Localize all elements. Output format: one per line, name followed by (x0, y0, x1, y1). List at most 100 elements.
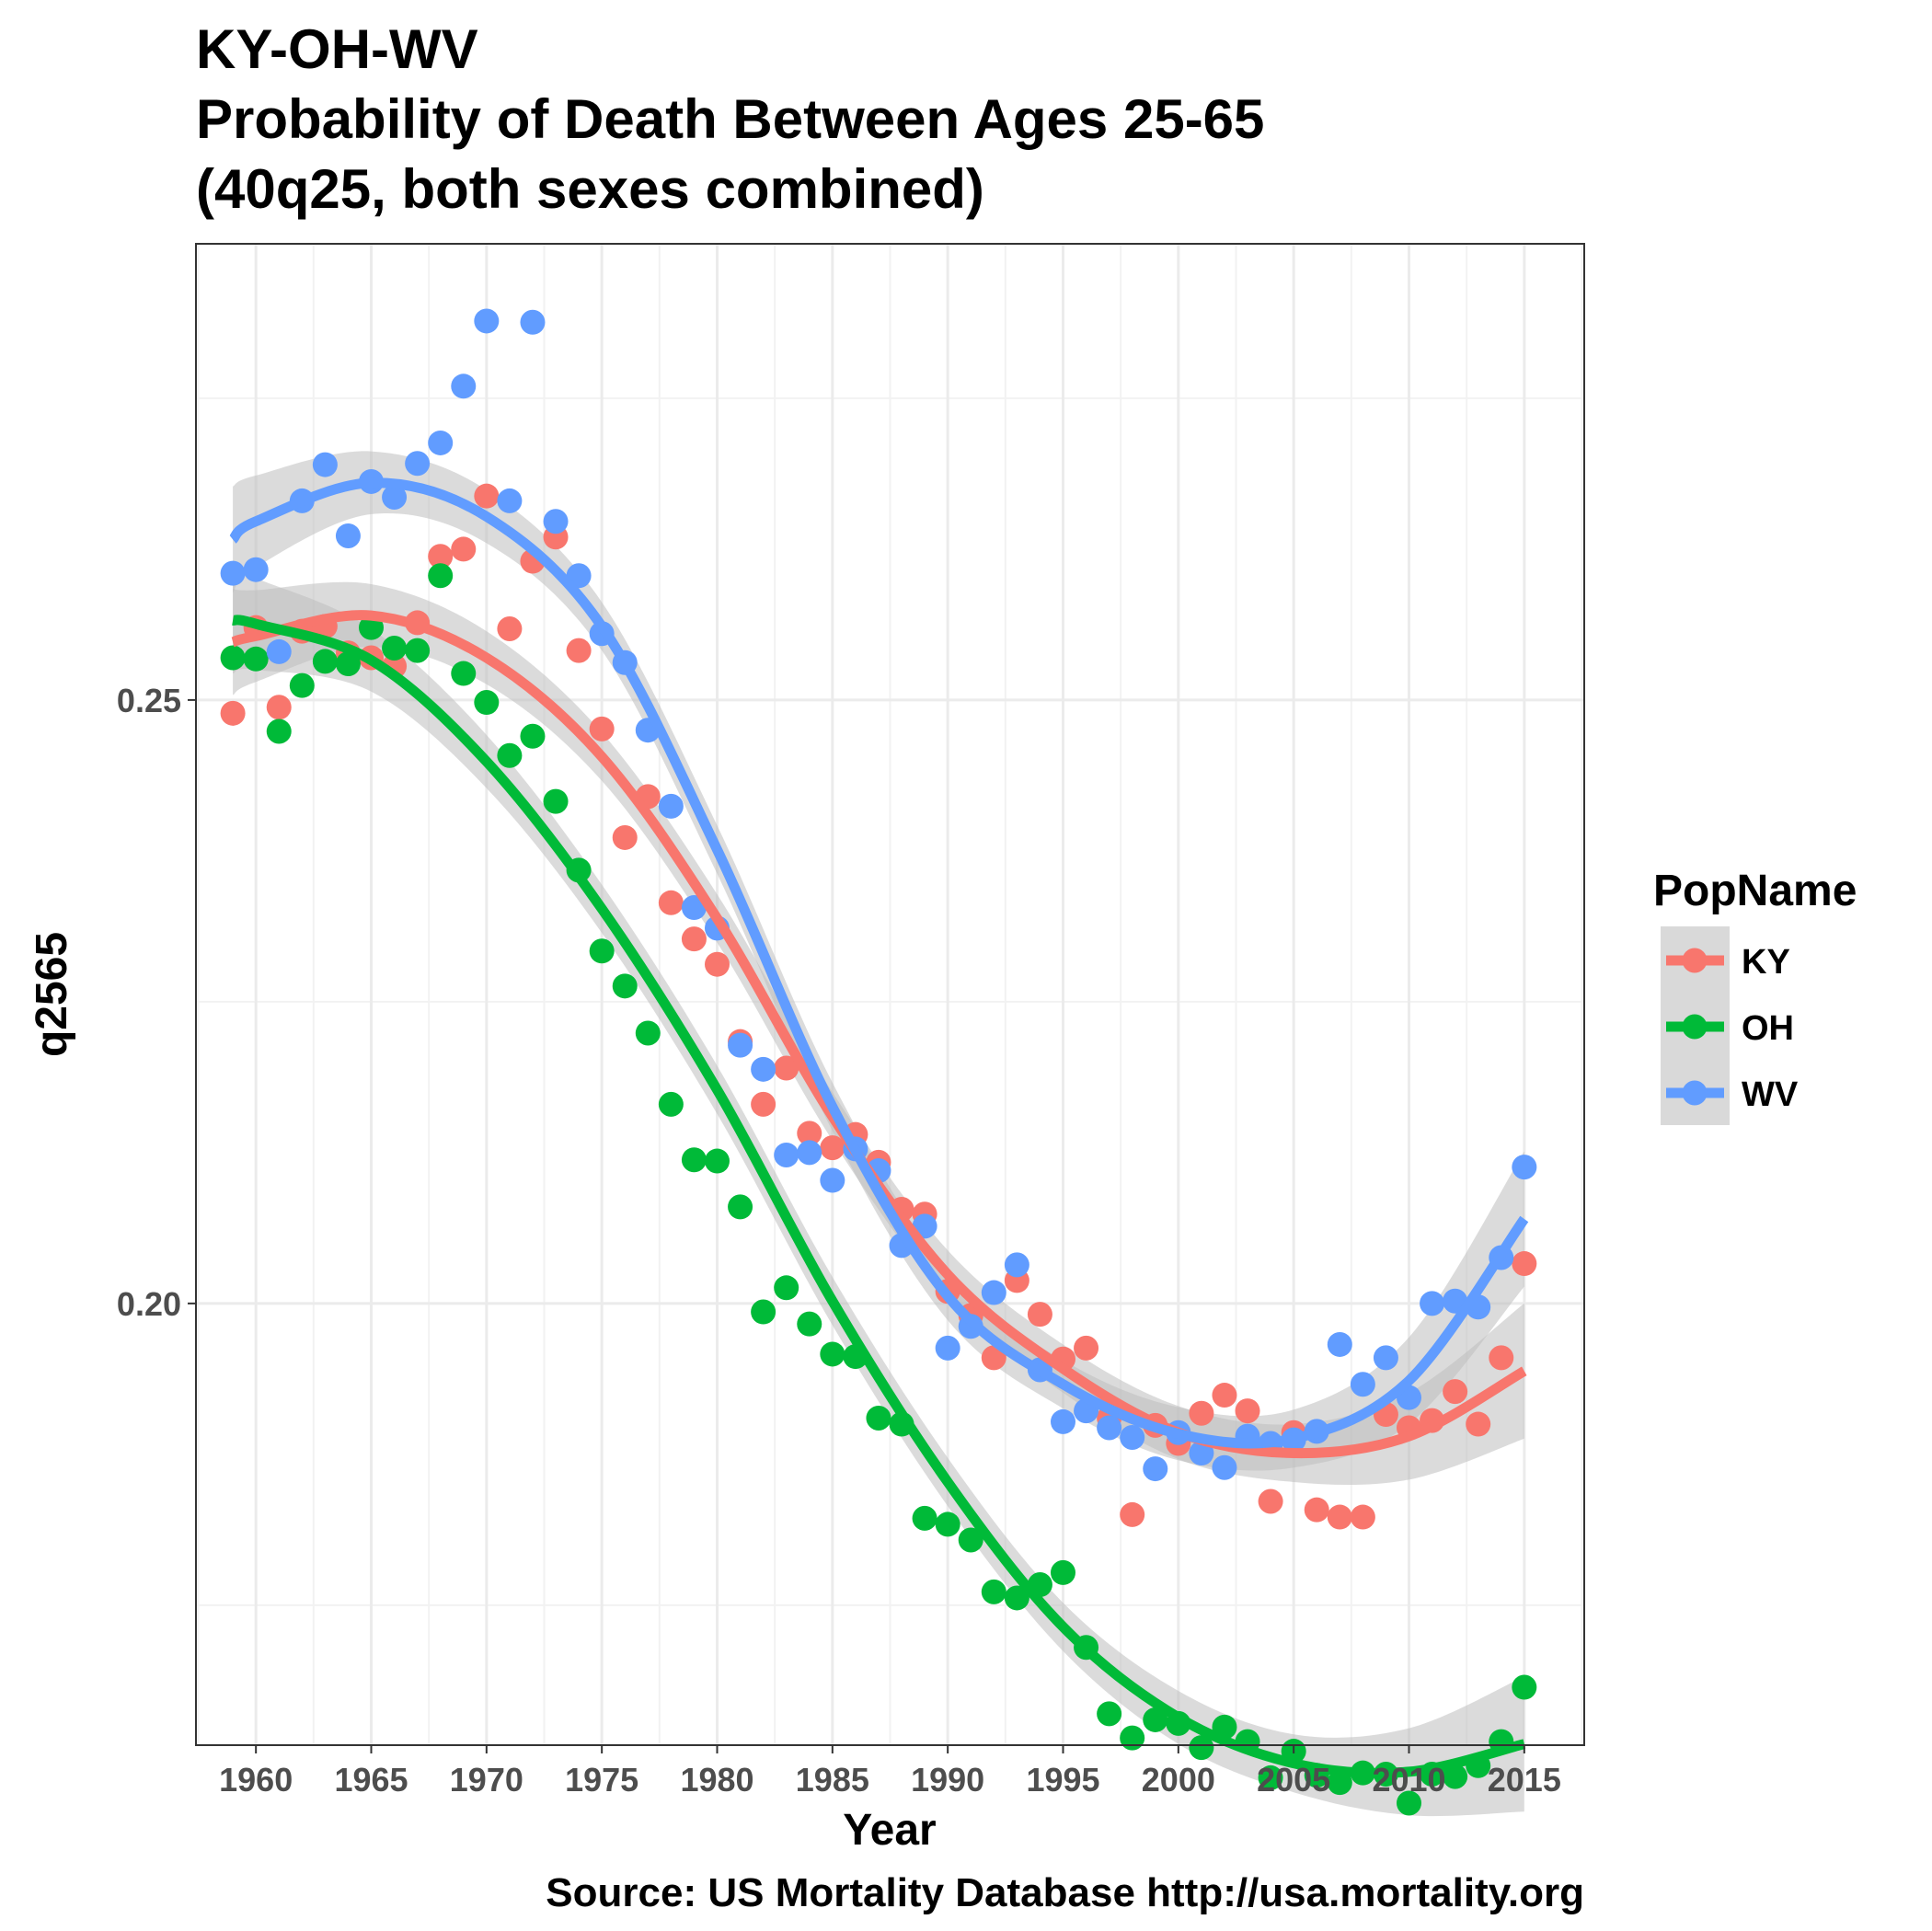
legend-label-wv: WV (1742, 1075, 1799, 1114)
point-oh (520, 723, 546, 749)
point-oh (866, 1405, 891, 1431)
point-oh (1050, 1559, 1075, 1585)
x-tick-label: 1995 (1026, 1761, 1099, 1799)
point-wv (1420, 1291, 1445, 1316)
point-oh (497, 742, 523, 768)
y-axis-title: q2565 (28, 932, 76, 1057)
point-ky (705, 951, 730, 977)
point-oh (820, 1341, 845, 1367)
grid-minor (196, 244, 1584, 1745)
point-wv (1212, 1454, 1237, 1480)
point-wv (935, 1335, 960, 1361)
plot-border (195, 243, 1585, 1746)
y-tick-label: 0.25 (117, 682, 181, 719)
x-tick-label: 2010 (1372, 1761, 1445, 1799)
point-wv (774, 1142, 799, 1167)
point-wv (658, 793, 684, 819)
point-oh (1004, 1585, 1029, 1611)
point-oh (774, 1275, 799, 1301)
point-oh (705, 1148, 730, 1174)
point-wv (1120, 1424, 1145, 1450)
point-oh (1396, 1790, 1421, 1816)
point-oh (451, 661, 477, 686)
x-tick-label: 2005 (1257, 1761, 1330, 1799)
fit-line-wv (229, 477, 1529, 1449)
point-wv (751, 1056, 776, 1082)
point-oh (797, 1311, 822, 1337)
point-ky (1235, 1398, 1260, 1424)
point-oh (728, 1194, 753, 1220)
point-wv (1050, 1408, 1075, 1434)
point-ky (1304, 1497, 1329, 1523)
point-oh (589, 938, 615, 964)
x-axis-title: Year (843, 1806, 936, 1855)
point-ky (428, 544, 454, 569)
point-ky (681, 926, 707, 952)
legend-point-oh (1682, 1014, 1708, 1040)
point-ky (589, 716, 615, 741)
point-wv (728, 1032, 753, 1058)
point-ky (1443, 1379, 1468, 1405)
point-ky (1074, 1335, 1099, 1361)
point-wv (335, 523, 361, 548)
x-tick-label: 1960 (219, 1761, 293, 1799)
band-wv (233, 451, 1524, 1471)
legend-label-oh: OH (1742, 1009, 1794, 1048)
point-oh (1512, 1674, 1537, 1700)
point-oh (635, 1020, 661, 1046)
x-tick-label: 1965 (334, 1761, 408, 1799)
fit-lines (229, 477, 1529, 1778)
point-wv (405, 451, 431, 477)
point-oh (681, 1147, 707, 1173)
point-wv (520, 309, 546, 335)
point-ky (451, 536, 477, 562)
point-ky (751, 1091, 776, 1117)
point-oh (1189, 1735, 1214, 1761)
point-wv (474, 308, 500, 334)
point-oh (1443, 1764, 1468, 1789)
x-tick-label: 2015 (1488, 1761, 1561, 1799)
point-wv (451, 374, 477, 399)
point-ky (1258, 1488, 1283, 1514)
point-oh (1258, 1764, 1283, 1790)
point-oh (912, 1505, 937, 1531)
fit-line-oh (232, 615, 1526, 1778)
point-wv (1373, 1345, 1398, 1371)
chart-title-line-2: Probability of Death Between Ages 25-65 (196, 88, 1264, 150)
legend: PopName KY OH WV (1653, 867, 1857, 1125)
point-oh (751, 1299, 776, 1325)
point-oh (382, 635, 408, 661)
y-tick-label: 0.20 (117, 1285, 181, 1323)
point-wv (1327, 1331, 1352, 1357)
point-oh (658, 1091, 684, 1117)
point-oh (612, 973, 638, 999)
point-ky (1466, 1411, 1491, 1437)
point-oh (220, 645, 246, 671)
point-ky (1327, 1504, 1352, 1530)
point-wv (266, 638, 292, 664)
point-ky (1512, 1251, 1537, 1277)
chart-title-line-1: KY-OH-WV (196, 18, 478, 80)
x-tick-label: 1975 (565, 1761, 638, 1799)
point-oh (474, 690, 500, 716)
point-oh (266, 718, 292, 744)
x-axis: 1960 1965 1970 1975 1980 1985 1990 1995 2000 2005… (219, 1745, 1561, 1799)
x-tick-label: 2000 (1142, 1761, 1215, 1799)
point-oh (359, 615, 385, 640)
point-wv (1350, 1372, 1375, 1397)
point-ky (1120, 1501, 1145, 1527)
point-oh (981, 1579, 1006, 1604)
point-ky (566, 638, 592, 663)
point-wv (820, 1167, 845, 1193)
point-oh (243, 646, 269, 672)
point-wv (1004, 1252, 1029, 1278)
point-wv (1512, 1155, 1537, 1180)
point-ky (266, 695, 292, 720)
point-wv (543, 509, 569, 534)
point-wv (1097, 1415, 1122, 1441)
point-wv (220, 560, 246, 586)
point-ky (981, 1345, 1006, 1371)
point-ky (658, 890, 684, 915)
point-oh (958, 1527, 983, 1553)
